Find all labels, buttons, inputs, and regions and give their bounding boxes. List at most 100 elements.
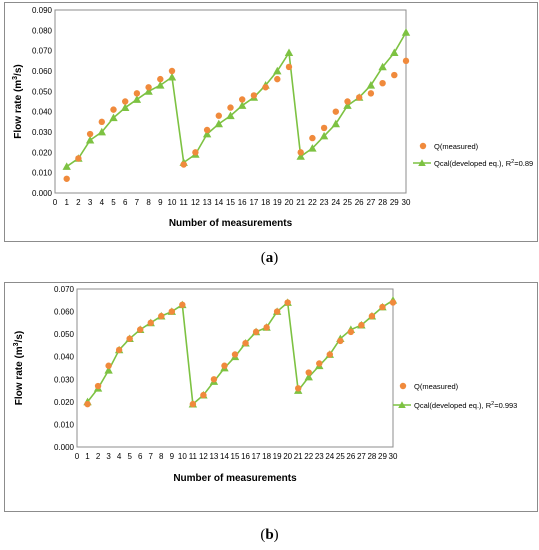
measured-point-b-29 [379,303,386,311]
legend-measured-marker-b [399,382,407,390]
x-tick-label-b-28: 28 [367,452,376,461]
measured-point-a-19 [274,75,281,83]
x-tick-label-a-6: 6 [123,198,128,207]
measured-point-a-27 [367,90,375,97]
y-tick-label-a-7: 0.070 [32,47,53,56]
x-tick-label-a-13: 13 [203,198,212,207]
calc-point-a-21 [296,152,305,160]
series-line-calc-b [86,299,394,406]
caption-b: (b) [0,527,539,544]
measured-point-b-30 [389,299,397,306]
y-axis-label-main-b: Flow rate (m [14,346,25,405]
y-tick-label-a-9: 0.090 [32,6,53,15]
x-tick-label-a-25: 25 [343,198,352,207]
calc-point-a-13 [202,129,212,138]
x-tick-label-b-22: 22 [304,452,313,461]
measured-point-b-3 [105,362,112,369]
measured-point-a-11 [180,161,187,168]
y-axis-label-b: Flow rate (m3/s) [13,331,25,405]
x-tick-label-b-25: 25 [336,452,345,461]
measured-point-a-24 [332,108,339,115]
series-line-calc-a [66,31,407,168]
legend-calc-label-sup-a: 2 [511,159,514,165]
y-tick-label-a-6: 0.060 [32,67,53,76]
chart-a: 0.000 0.010 0.020 0.030 0.040 0.050 0.060 0.070… [12,6,533,229]
x-tick-label-a-14: 14 [214,198,223,207]
measured-point-a-13 [203,126,211,134]
measured-point-a-10 [168,67,176,75]
measured-point-b-9 [168,308,175,315]
measured-point-a-22 [309,134,316,142]
x-tick-label-b-0: 0 [75,452,80,461]
calc-point-a-8 [144,87,153,95]
measured-point-b-8 [158,312,165,320]
y-tick-label-a-1: 0.010 [32,169,53,178]
measured-point-a-23 [320,124,328,132]
x-tick-label-a-1: 1 [64,198,69,207]
x-tick-label-b-30: 30 [389,452,398,461]
measured-point-b-1 [84,400,91,408]
x-tick-label-b-8: 8 [159,452,164,461]
measured-point-b-13 [210,376,218,383]
legend-calc-marker-a [418,159,426,167]
y-tick-label-b-1: 0.010 [54,420,75,429]
measured-point-b-26 [347,328,355,336]
x-tick-label-b-16: 16 [241,452,250,461]
legend-calc-label-a: Qcal(developed eq.), R2=0.89 [434,159,533,168]
y-tick-label-b-4: 0.040 [54,353,75,362]
measured-point-b-6 [137,326,144,333]
measured-point-a-21 [297,149,304,156]
y-tick-label-b-7: 0.070 [54,285,75,294]
x-tick-label-a-12: 12 [191,198,200,207]
legend-calc-marker-b [398,401,406,409]
x-axis-label-b: Number of measurements [173,473,297,484]
calc-point-a-1 [62,162,71,170]
x-tick-label-a-22: 22 [308,198,317,207]
measured-point-b-22 [305,369,312,376]
x-tick-label-a-11: 11 [180,198,189,207]
legend-calc-label-main-b: Qcal(developed eq.), R [414,401,492,410]
measured-point-b-7 [147,319,154,327]
x-tick-label-b-26: 26 [346,452,355,461]
x-tick-label-a-21: 21 [296,198,305,207]
x-tick-label-b-7: 7 [149,452,154,461]
measured-point-a-3 [86,130,94,138]
measured-point-a-28 [379,80,386,87]
y-axis-label-sup-b: 3 [13,342,20,346]
legend-calc-label-sup-b: 2 [491,401,494,407]
x-tick-label-a-23: 23 [320,198,329,207]
calc-point-a-24 [331,119,340,128]
calc-point-a-20 [284,48,294,57]
calc-point-a-4 [97,127,106,136]
x-tick-label-b-29: 29 [378,452,387,461]
measured-point-a-15 [227,104,234,111]
measured-point-b-11 [189,400,197,408]
x-tick-label-a-17: 17 [249,198,258,207]
y-axis-label-sup-a: 3 [12,76,19,80]
x-tick-label-a-19: 19 [273,198,282,207]
x-tick-label-b-2: 2 [96,452,101,461]
y-tick-label-a-5: 0.050 [32,87,53,96]
measured-point-a-17 [250,92,258,99]
measured-point-b-18 [263,324,270,331]
x-tick-label-b-24: 24 [325,452,334,461]
measured-point-b-28 [368,312,376,320]
y-tick-label-b-5: 0.050 [54,330,75,339]
measured-point-a-26 [356,94,363,101]
x-tick-label-a-16: 16 [238,198,247,207]
measured-point-a-16 [239,96,246,103]
x-tick-label-b-27: 27 [357,452,366,461]
legend-calc-label-end-a: =0.89 [514,159,533,168]
calc-point-a-27 [366,81,376,89]
x-tick-label-a-4: 4 [100,198,105,207]
x-tick-label-a-7: 7 [135,198,140,207]
y-axis-label-end-a: /s) [13,64,24,76]
x-tick-label-a-28: 28 [378,198,387,207]
x-tick-label-a-26: 26 [355,198,364,207]
chart-panel-a: 0.000 0.010 0.020 0.030 0.040 0.050 0.060 0.070… [4,2,538,242]
measured-point-b-20 [284,299,291,306]
measured-point-b-14 [221,362,228,369]
y-tick-label-a-4: 0.040 [32,108,53,117]
legend-calc-label-b: Qcal(developed eq.), R2=0.993 [414,401,517,410]
measured-point-b-27 [358,321,365,329]
